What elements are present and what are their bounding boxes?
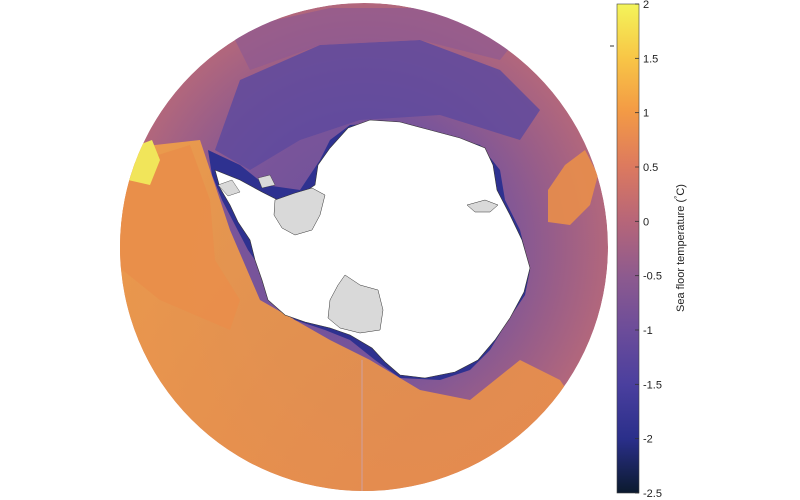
ross-ice-shelf <box>273 187 326 236</box>
amery-ice-shelf <box>466 199 499 213</box>
colorbar-title: Sea floor temperature (°C) <box>673 184 687 312</box>
cool-region-north <box>215 40 540 170</box>
colorbar-tick-label: 0.5 <box>643 162 658 174</box>
colorbar-tick-label: -0.5 <box>643 271 662 283</box>
antarctic-continent <box>214 119 531 379</box>
colorbar-tick-label: 1 <box>643 108 649 120</box>
colorbar-tick-label: 0 <box>643 216 649 228</box>
colorbar-title-unit: C) <box>675 184 687 196</box>
filchner-ronne-ice-shelf <box>327 274 384 334</box>
colorbar-title-degree: ° <box>673 196 682 199</box>
colorbar-tick-label: -2 <box>643 434 653 446</box>
small-ice-shelf-b <box>257 174 276 189</box>
warm-region-southwest <box>120 140 608 491</box>
colorbar-bar <box>616 3 640 494</box>
colorbar-tick-label: 2 <box>643 0 649 11</box>
colorbar-tick-label: -1 <box>643 325 653 337</box>
warm-patch-east <box>548 150 598 225</box>
colorbar-title-main: Sea floor temperature ( <box>675 199 687 312</box>
colorbar-tick-label: -1.5 <box>643 379 662 391</box>
mid-region-north-edge <box>230 8 520 70</box>
colorbar-ticks: 2 1.5 1 0.5 0 -0.5 -1 -1.5 -2 -2.5 <box>635 0 662 500</box>
colorbar-tick-label: 1.5 <box>643 53 658 65</box>
colorbar-tick-label: -2.5 <box>643 488 662 500</box>
warm-region-west <box>120 145 240 330</box>
small-ice-shelf-a <box>217 179 241 197</box>
